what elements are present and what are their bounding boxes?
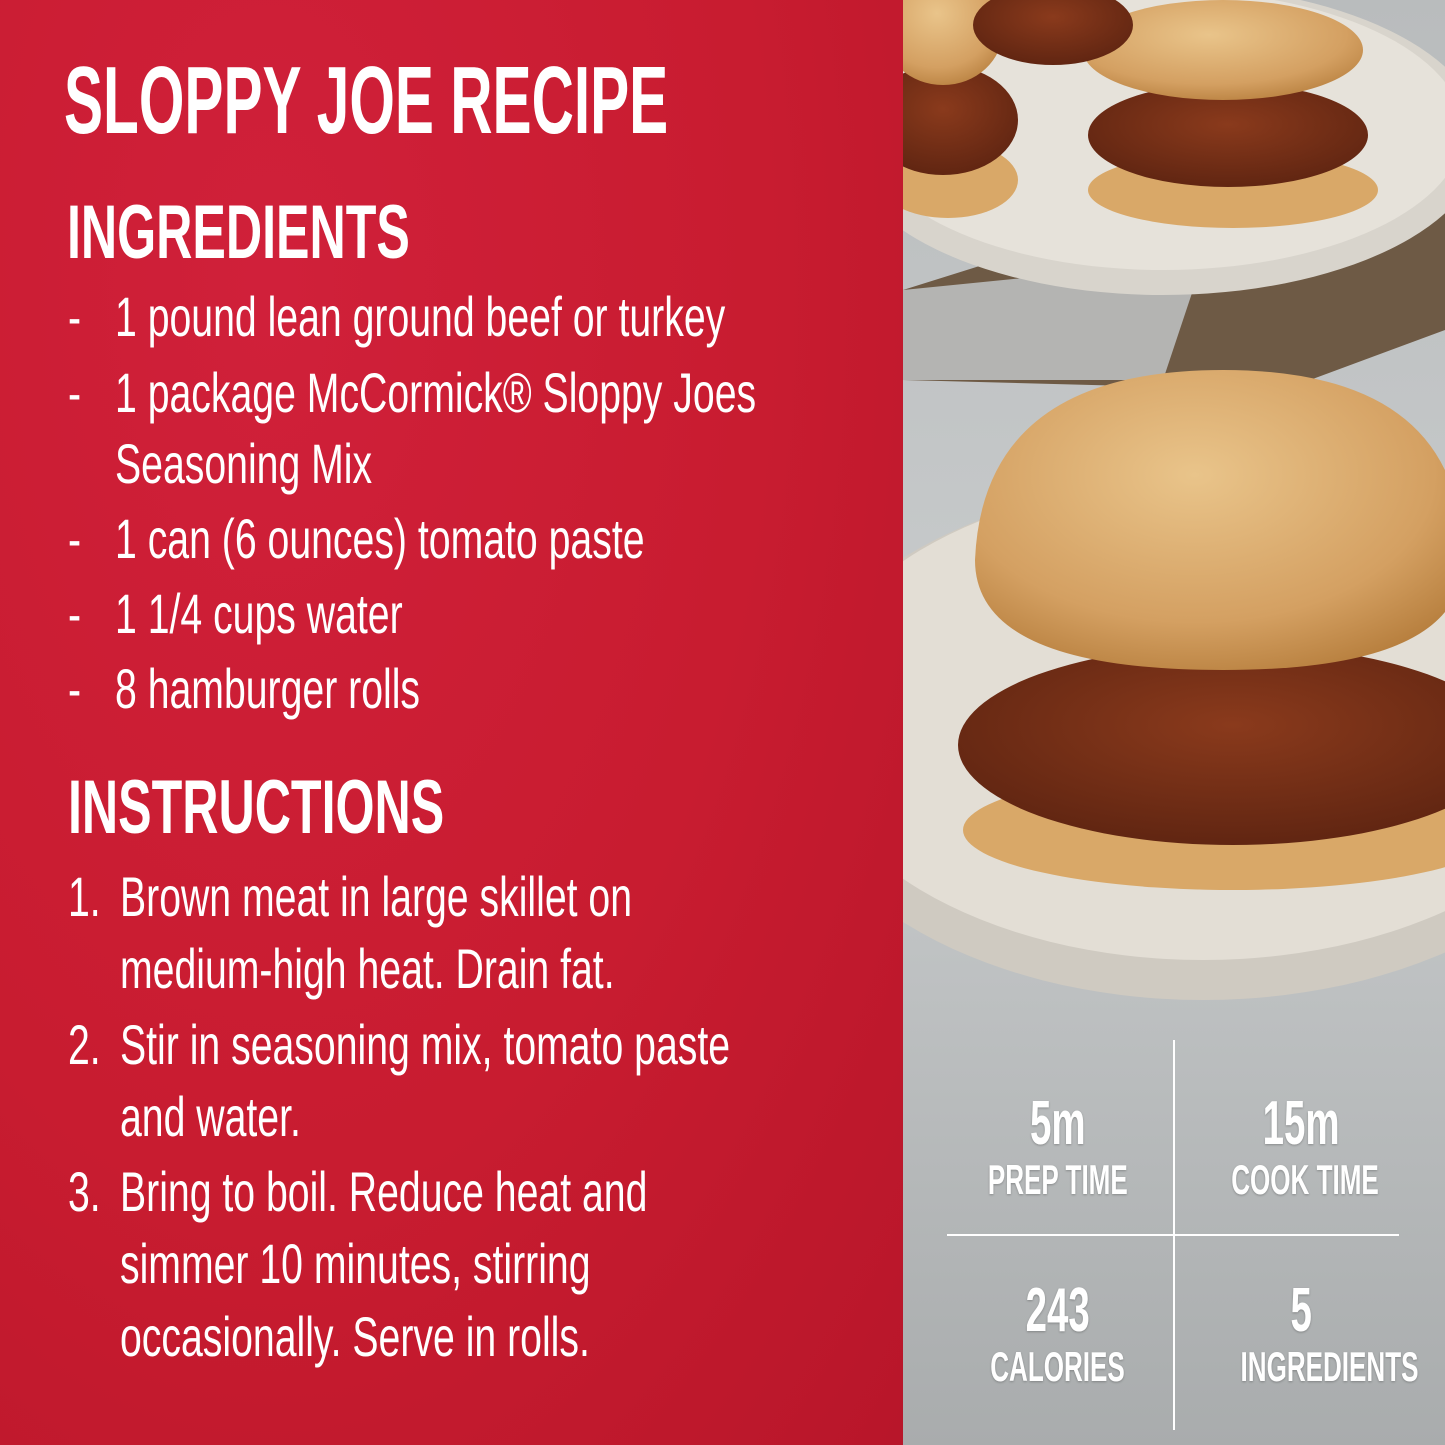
ingredient-item: 1 package McCormick® Sloppy Joes xyxy=(115,361,757,424)
step-text: medium-high heat. Drain fat. xyxy=(120,937,615,1000)
bullet: - xyxy=(68,507,82,570)
ingredient-item: 1 1/4 cups water xyxy=(115,582,403,645)
bullet: - xyxy=(68,582,82,645)
step-number: 1. xyxy=(68,865,101,928)
stat-label: INGREDIENTS xyxy=(1240,1343,1419,1390)
sloppy-joe-photo: 5m PREP TIME 15m COOK TIME 243 CALORIES … xyxy=(903,0,1445,1445)
step-text: Stir in seasoning mix, tomato paste xyxy=(120,1013,731,1076)
recipe-panel: SLOPPY JOE RECIPE INGREDIENTS - 1 pound … xyxy=(0,0,903,1445)
step-text: Bring to boil. Reduce heat and xyxy=(120,1160,648,1223)
stat-label: PREP TIME xyxy=(988,1156,1128,1203)
stat-value: 5 xyxy=(1290,1276,1312,1345)
ingredient-item: 1 can (6 ounces) tomato paste xyxy=(115,507,645,570)
step-number: 2. xyxy=(68,1013,101,1076)
bullet: - xyxy=(68,657,82,720)
stat-calories: 243 CALORIES xyxy=(943,1280,1173,1388)
stat-cook-time: 15m COOK TIME xyxy=(1186,1093,1416,1201)
meat-filling xyxy=(958,645,1445,845)
stats-divider-horizontal xyxy=(947,1234,1399,1236)
main-bun xyxy=(975,370,1445,670)
step-text: simmer 10 minutes, stirring xyxy=(120,1232,591,1295)
instructions-heading: INSTRUCTIONS xyxy=(68,765,445,850)
stat-label: CALORIES xyxy=(990,1343,1126,1390)
stat-label: COOK TIME xyxy=(1231,1156,1379,1203)
ingredient-item-continued: Seasoning Mix xyxy=(115,432,373,495)
small-bun xyxy=(1083,0,1363,100)
bullet: - xyxy=(68,361,82,424)
bullet: - xyxy=(68,285,82,348)
stat-value: 15m xyxy=(1262,1089,1340,1158)
ingredient-item: 1 pound lean ground beef or turkey xyxy=(115,285,726,348)
ingredient-item: 8 hamburger rolls xyxy=(115,657,421,720)
ingredients-heading: INGREDIENTS xyxy=(67,190,410,275)
page-title: SLOPPY JOE RECIPE xyxy=(64,47,669,154)
stat-ingredients: 5 INGREDIENTS xyxy=(1186,1276,1419,1390)
stat-value: 5m xyxy=(1030,1089,1086,1158)
stat-prep-time: 5m PREP TIME xyxy=(943,1093,1173,1201)
step-text: occasionally. Serve in rolls. xyxy=(120,1305,590,1368)
stat-value: 243 xyxy=(1025,1276,1091,1345)
step-text: and water. xyxy=(120,1085,301,1148)
food-illustration xyxy=(903,0,1445,1445)
step-text: Brown meat in large skillet on xyxy=(120,865,633,928)
step-number: 3. xyxy=(68,1160,101,1223)
